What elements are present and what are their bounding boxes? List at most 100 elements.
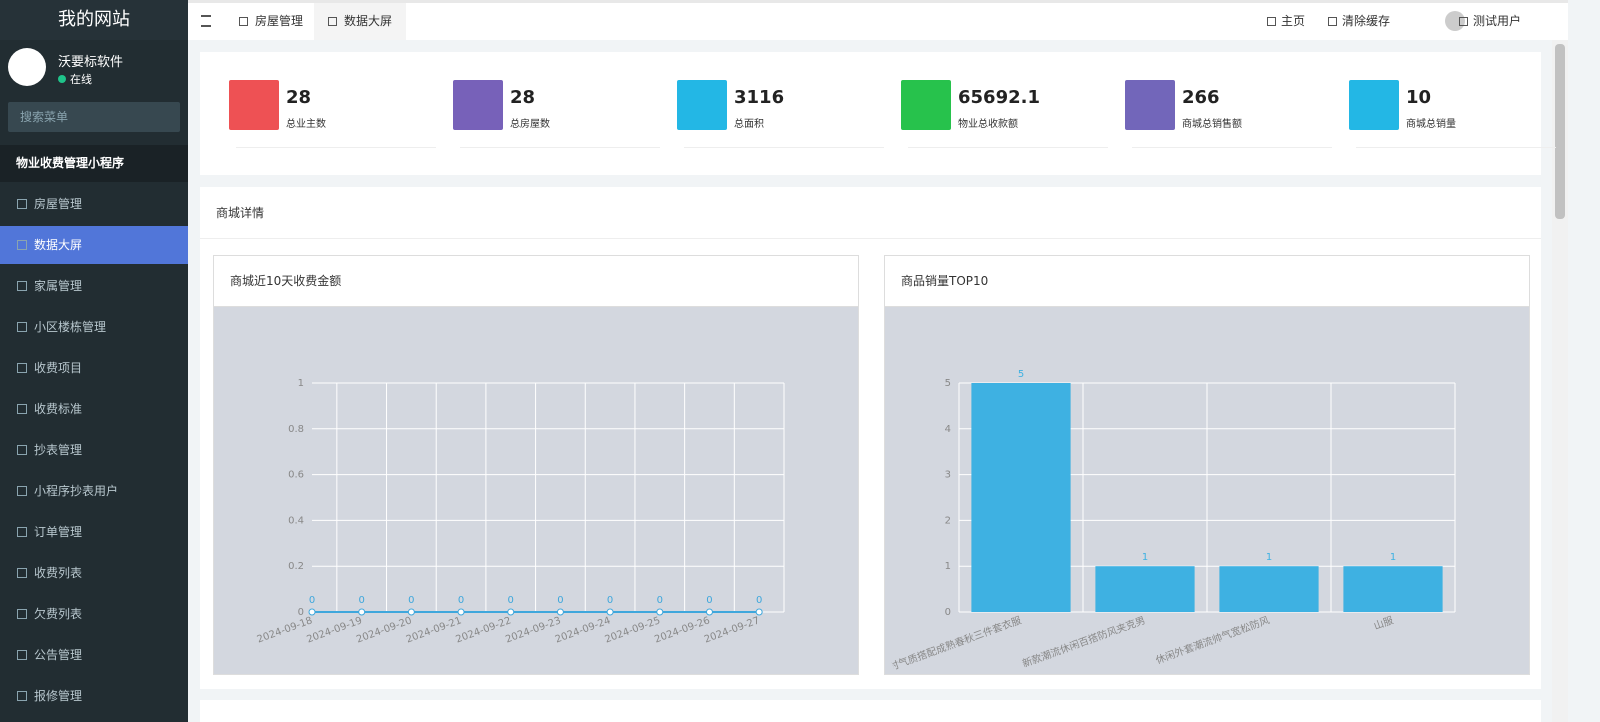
y-tick-label: 0.2: [288, 561, 304, 572]
menu-item[interactable]: 订单管理: [0, 513, 188, 551]
stat-value: 28: [286, 87, 312, 108]
x-tick-label: 休闲外套潮流帅气宽松防风: [1154, 613, 1271, 666]
chart: 00.20.40.60.8102024-09-1802024-09-190202…: [256, 378, 785, 646]
stat-label: 商城总销售额: [1182, 119, 1242, 130]
bar: [1219, 566, 1319, 612]
y-tick-label: 0: [298, 607, 304, 618]
scrollbar: [1552, 40, 1568, 722]
stat-value: 3116: [734, 87, 785, 108]
data-label: 0: [706, 595, 712, 606]
y-tick-label: 0.6: [288, 470, 304, 481]
clear-cache-link[interactable]: 清除缓存: [1328, 3, 1390, 40]
x-tick-label: 2024-09-18: [256, 615, 314, 645]
point: [755, 608, 763, 616]
bar: [1095, 566, 1195, 612]
stat-card: 28 总业主数: [229, 52, 436, 148]
stat-icon: [677, 80, 727, 130]
tab[interactable]: 数据大屏: [314, 3, 407, 40]
y-tick-label: 3: [945, 470, 951, 481]
data-label: 0: [657, 595, 663, 606]
point: [556, 608, 564, 616]
stat-value: 65692.1: [958, 87, 1040, 108]
y-tick-label: 0.4: [288, 515, 304, 526]
data-label: 1: [1390, 552, 1396, 563]
sidebar: 我的网站 沃要标软件 在线 搜索菜单 物业收费管理小程序 房屋管理 数据大屏 家属管…: [0, 0, 188, 722]
x-tick-label: 2024-09-25: [603, 615, 661, 645]
stat-label: 物业总收款额: [958, 119, 1018, 130]
data-label: 0: [458, 595, 464, 606]
stat-label: 总业主数: [286, 119, 326, 130]
bar: [1343, 566, 1443, 612]
menu-item[interactable]: 房屋管理: [0, 185, 188, 223]
data-label: 0: [309, 595, 315, 606]
user-menu[interactable]: 测试用户: [1459, 3, 1521, 40]
stat-icon: [901, 80, 951, 130]
x-tick-label: 2024-09-19: [305, 615, 363, 645]
menu-item[interactable]: 小区楼栋管理: [0, 308, 188, 346]
stats-box: 28 总业主数 28 总房屋数 3116 总面积 65692.1 物业总收款额 266 商城总销售…: [200, 52, 1556, 175]
menu-item[interactable]: 报修管理: [0, 677, 188, 715]
data-label: 0: [557, 595, 563, 606]
tab[interactable]: 房屋管理: [225, 3, 317, 40]
stat-card: 266 商城总销售额: [1125, 52, 1332, 148]
search-box[interactable]: 搜索菜单: [8, 102, 180, 132]
top-bar: 房屋管理 数据大屏 主页 清除缓存 测试用户: [188, 0, 1568, 40]
brand: 我的网站: [0, 0, 188, 40]
stat-label: 总房屋数: [510, 119, 550, 130]
stat-card: 28 总房屋数: [453, 52, 660, 148]
bar: [971, 383, 1071, 612]
stat-icon: [229, 80, 279, 130]
x-tick-label: 2024-09-21: [405, 615, 463, 645]
x-tick-label: 时气质搭配成熟春秋三件套衣服: [887, 613, 1023, 673]
section-title: 商城详情: [200, 187, 1541, 239]
menu-item[interactable]: 家属管理: [0, 267, 188, 305]
chart-title: 商城近10天收费金额: [214, 256, 858, 307]
menu-item[interactable]: 小程序抄表用户: [0, 472, 188, 510]
y-tick-label: 1: [298, 378, 304, 389]
chart: 0 1 2 3 4 5 5 时气质搭配成熟春秋三件套衣服 1 新款潮流休闲百搭防风夹克男 1 休闲外套…: [887, 369, 1456, 674]
x-tick-label: 2024-09-27: [703, 615, 761, 645]
user-panel: 沃要标软件 在线: [0, 40, 188, 100]
y-tick-label: 0: [945, 607, 951, 618]
y-tick-label: 0.8: [288, 424, 304, 435]
menu-item[interactable]: 收费列表: [0, 554, 188, 592]
home-link[interactable]: 主页: [1267, 3, 1305, 40]
data-label: 1: [1266, 552, 1272, 563]
avatar: [8, 48, 46, 86]
point: [457, 608, 465, 616]
menu-toggle[interactable]: [201, 15, 211, 27]
stat-value: 28: [510, 87, 536, 108]
point: [606, 608, 614, 616]
stat-card: 10 商城总销量: [1349, 52, 1556, 148]
point: [656, 608, 664, 616]
data-label: 5: [1018, 369, 1024, 380]
stat-label: 商城总销量: [1406, 119, 1456, 130]
x-tick-label: 2024-09-22: [454, 615, 512, 645]
stat-icon: [1349, 80, 1399, 130]
data-label: 0: [607, 595, 613, 606]
menu-item[interactable]: 抄表管理: [0, 431, 188, 469]
x-tick-label: 新款潮流休闲百搭防风夹克男: [1020, 613, 1147, 670]
menu-item[interactable]: 收费项目: [0, 349, 188, 387]
menu-item[interactable]: 欠费列表: [0, 595, 188, 633]
user-status: 在线: [58, 71, 92, 87]
x-tick-label: 2024-09-24: [554, 615, 612, 645]
x-tick-label: 2024-09-23: [504, 615, 562, 645]
data-label: 0: [508, 595, 514, 606]
x-tick-label: 2024-09-26: [653, 615, 711, 645]
stat-icon: [453, 80, 503, 130]
menu-item[interactable]: 数据大屏: [0, 226, 188, 264]
data-label: 0: [408, 595, 414, 606]
menu-item[interactable]: 公告管理: [0, 636, 188, 674]
menu-group[interactable]: 物业收费管理小程序: [0, 145, 188, 182]
user-avatar: [1445, 11, 1465, 31]
menu-item[interactable]: 收费标准: [0, 390, 188, 428]
stat-card: 65692.1 物业总收款额: [901, 52, 1108, 148]
point: [705, 608, 713, 616]
point: [358, 608, 366, 616]
point: [507, 608, 515, 616]
y-tick-label: 4: [945, 424, 951, 435]
chart-panel: 商品销量TOP10 0 1 2 3 4 5 5 时气质搭配成熟春秋三件套衣服 1 新款潮流休闲百搭…: [884, 255, 1530, 675]
y-tick-label: 2: [945, 515, 951, 526]
